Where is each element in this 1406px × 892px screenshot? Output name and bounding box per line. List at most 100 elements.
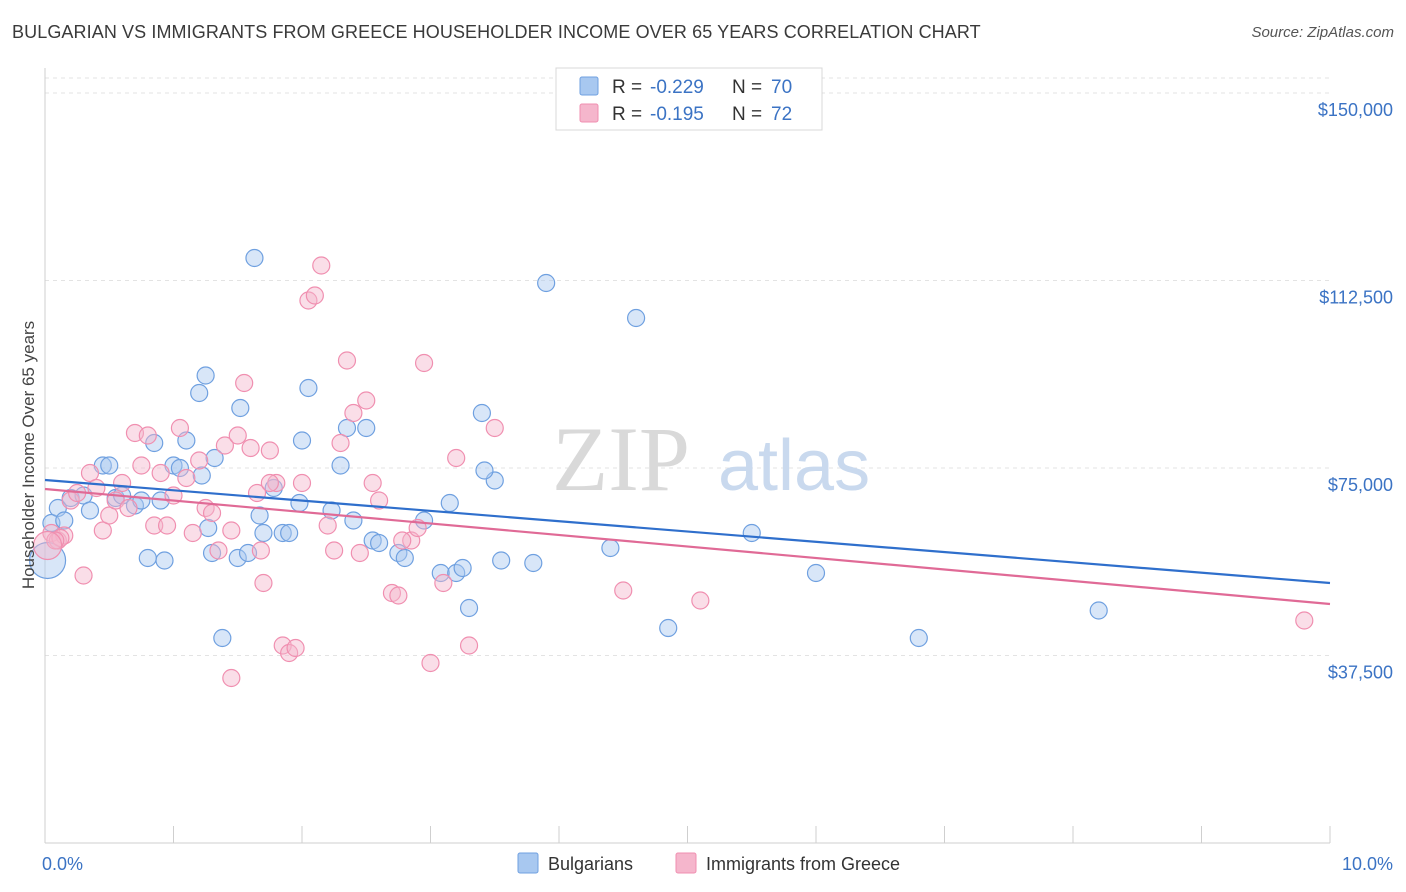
point-bulgarians <box>370 533 389 553</box>
point-greece <box>222 521 241 540</box>
point-greece <box>350 543 369 563</box>
point-greece <box>170 418 190 438</box>
point-greece <box>222 668 241 688</box>
legend-n-label-1: N = <box>732 77 762 98</box>
point-greece <box>215 436 234 455</box>
point-bulgarians <box>659 618 678 638</box>
point-bulgarians <box>196 366 215 385</box>
x-tick-labels: 0.0% 10.0% <box>42 854 1393 874</box>
point-greece <box>393 531 412 550</box>
point-bulgarians <box>205 448 224 468</box>
y-tick-label: $150,000 <box>1318 100 1393 120</box>
point-greece <box>145 516 164 535</box>
source-label: Source: ZipAtlas.com <box>1251 24 1394 41</box>
point-bulgarians <box>395 548 414 568</box>
point-greece <box>414 353 434 373</box>
point-bulgarians <box>357 418 376 438</box>
legend-r-value-2: -0.195 <box>650 104 704 125</box>
point-greece <box>344 403 363 423</box>
point-bulgarians <box>250 506 269 525</box>
y-tick-labels: $37,500 $75,000 $112,500 $150,000 <box>1318 100 1393 683</box>
point-greece <box>267 473 286 493</box>
point-greece <box>202 503 222 523</box>
point-greece <box>32 530 63 561</box>
point-greece <box>305 286 324 305</box>
point-greece <box>363 473 382 493</box>
point-bulgarians <box>626 308 646 328</box>
point-bulgarians <box>80 501 100 520</box>
point-greece <box>132 456 151 475</box>
point-greece <box>177 468 196 488</box>
point-greece <box>46 531 65 550</box>
point-bulgarians <box>254 523 273 543</box>
point-greece <box>614 581 633 600</box>
point-greece <box>1295 611 1314 630</box>
stats-legend: R = -0.229 N = 70 R = -0.195 N = 72 <box>555 67 823 131</box>
point-bulgarians <box>155 551 174 570</box>
point-greece <box>209 541 228 560</box>
y-axis-label: Householder Income Over 65 years <box>19 321 38 589</box>
point-bulgarians <box>100 456 119 475</box>
series-legend-swatch-bulgarians <box>517 852 539 874</box>
point-greece <box>93 521 112 540</box>
point-bulgarians <box>1089 601 1108 620</box>
point-greece <box>292 473 312 493</box>
point-bulgarians <box>228 548 247 568</box>
grid-lines <box>45 77 1330 656</box>
point-greece <box>447 448 466 468</box>
point-bulgarians <box>290 493 309 513</box>
point-bulgarians <box>199 518 218 538</box>
point-greece <box>318 516 337 535</box>
legend-n-value-2: 72 <box>771 104 792 125</box>
point-bulgarians <box>138 548 157 568</box>
point-greece <box>331 433 350 453</box>
point-bulgarians <box>414 511 434 530</box>
y-tick-label: $37,500 <box>1328 663 1393 683</box>
point-bulgarians <box>292 431 312 450</box>
chart-title: BULGARIAN VS IMMIGRANTS FROM GREECE HOUS… <box>12 22 981 42</box>
point-bulgarians <box>601 538 620 558</box>
point-bulgarians <box>537 273 556 293</box>
point-greece <box>74 566 93 585</box>
point-greece <box>421 653 440 673</box>
point-greece <box>325 541 344 560</box>
point-bulgarians <box>55 511 74 530</box>
legend-n-label-2: N = <box>732 104 762 125</box>
series-legend-label-bulgarians: Bulgarians <box>548 854 633 874</box>
point-bulgarians <box>231 398 250 418</box>
x-tick-label: 0.0% <box>42 854 83 874</box>
y-tick-label: $75,000 <box>1328 475 1393 495</box>
x-tick-label: 10.0% <box>1342 854 1393 874</box>
y-tick-label: $112,500 <box>1319 288 1393 308</box>
point-greece <box>190 451 209 470</box>
point-bulgarians <box>742 523 761 543</box>
point-bulgarians <box>492 551 511 570</box>
point-bulgarians <box>322 501 341 520</box>
watermark-zip: ZIP <box>552 408 690 510</box>
trend-lines <box>44 478 1331 606</box>
point-bulgarians <box>213 628 232 648</box>
point-greece <box>691 591 710 610</box>
point-greece <box>100 506 119 525</box>
series-legend-label-greece: Immigrants from Greece <box>706 854 900 874</box>
point-greece <box>434 573 453 593</box>
point-greece <box>254 573 273 593</box>
point-greece <box>235 373 254 393</box>
point-bulgarians <box>806 563 826 583</box>
legend-swatch-bulgarians <box>579 76 599 96</box>
axes <box>44 68 1331 844</box>
point-greece <box>151 463 170 483</box>
point-greece <box>459 636 479 655</box>
point-bulgarians <box>170 458 190 478</box>
point-bulgarians <box>475 461 494 480</box>
point-greece <box>157 516 177 535</box>
trend-line-greece <box>44 487 1331 606</box>
point-greece <box>138 426 157 445</box>
legend-r-label-1: R = <box>612 77 642 98</box>
point-greece <box>260 473 279 493</box>
point-greece <box>485 418 504 438</box>
watermark-atlas: atlas <box>718 426 870 506</box>
trend-line-bulgarians <box>44 478 1331 585</box>
point-bulgarians <box>273 523 292 543</box>
